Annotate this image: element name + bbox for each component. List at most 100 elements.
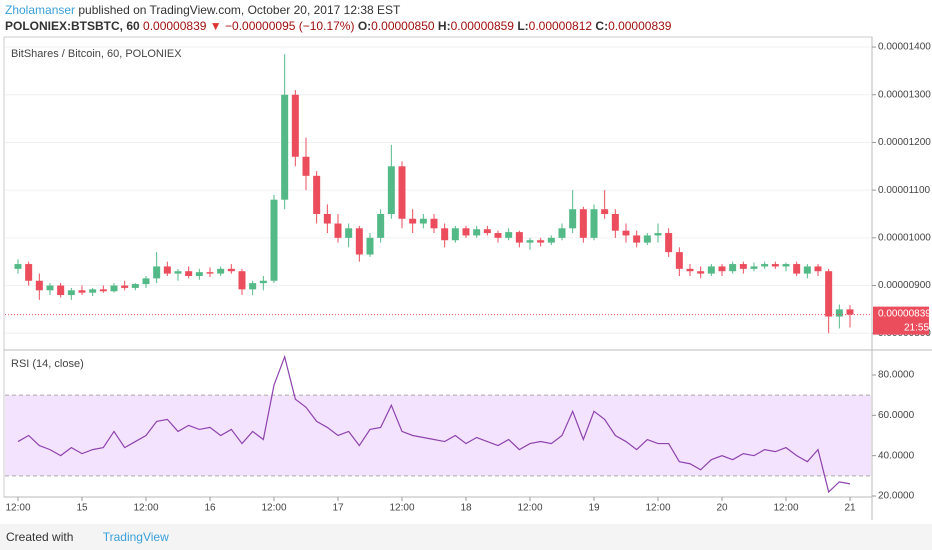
candle-body bbox=[526, 240, 534, 243]
x-tick-label: 17 bbox=[332, 503, 344, 514]
x-tick-label: 12:00 bbox=[645, 503, 670, 514]
candle-body bbox=[131, 284, 139, 288]
candle-body bbox=[174, 271, 182, 274]
y-tick-label: 0.00001100 bbox=[878, 185, 931, 196]
o-label: O: bbox=[357, 19, 372, 33]
l-label: L: bbox=[517, 19, 529, 33]
pane-title: BitShares / Bitcoin, 60, POLONIEX bbox=[11, 48, 182, 60]
rsi-line bbox=[17, 354, 851, 494]
publish-line: Zholamanser published on TradingView.com… bbox=[5, 2, 671, 18]
candle-body bbox=[142, 278, 150, 285]
quote-line: POLONIEX:BTSBTC, 60 0.00000839 ▼ −0.0000… bbox=[5, 18, 671, 34]
candle-body bbox=[579, 209, 587, 238]
last: 0.00000839 bbox=[143, 19, 207, 33]
chart: BitShares / Bitcoin, 60, POLONIEX 0.0000… bbox=[3, 36, 932, 520]
candle-body bbox=[345, 228, 353, 238]
candle-body bbox=[89, 289, 97, 293]
arrow: ▼ bbox=[209, 19, 222, 33]
x-tick-label: 12:00 bbox=[5, 503, 30, 514]
x-tick-label: 18 bbox=[460, 503, 472, 514]
x-tick-label: 15 bbox=[76, 503, 88, 514]
change: −0.00000095 (−10.17%) bbox=[225, 19, 355, 33]
x-tick-label: 16 bbox=[204, 503, 216, 514]
candle-body bbox=[46, 285, 54, 291]
candle-body bbox=[270, 199, 278, 281]
candle-body bbox=[601, 209, 609, 214]
candle-body bbox=[835, 309, 843, 317]
candle-body bbox=[323, 213, 331, 224]
candle-body bbox=[409, 218, 417, 224]
candle-body bbox=[473, 229, 481, 236]
last-price-box bbox=[873, 306, 929, 335]
header: Zholamanser published on TradingView.com… bbox=[5, 2, 671, 34]
x-tick-label: 12:00 bbox=[517, 503, 542, 514]
candle-body bbox=[686, 268, 694, 272]
candle-body bbox=[707, 266, 715, 274]
y-tick-label: 0.00000900 bbox=[878, 280, 931, 291]
candle-body bbox=[259, 280, 267, 284]
pane-title: RSI (14, close) bbox=[11, 358, 84, 370]
h-label: H: bbox=[437, 19, 451, 33]
candle-body bbox=[185, 271, 193, 276]
candle-body bbox=[377, 213, 385, 238]
candle-body bbox=[665, 233, 673, 253]
candle-body bbox=[163, 266, 171, 274]
candle-body bbox=[505, 232, 513, 238]
candle-body bbox=[675, 252, 683, 269]
candle-body bbox=[238, 271, 246, 290]
candle-body bbox=[622, 230, 630, 236]
candle-body bbox=[718, 266, 726, 272]
candle-body bbox=[206, 272, 214, 274]
y-tick-label: 60.0000 bbox=[878, 410, 915, 421]
x-tick-label: 19 bbox=[588, 503, 600, 514]
x-tick-label: 12:00 bbox=[773, 503, 798, 514]
x-tick-label: 12:00 bbox=[133, 503, 158, 514]
candle-body bbox=[366, 237, 374, 255]
candle-body bbox=[121, 285, 129, 288]
candle-body bbox=[569, 209, 577, 229]
candle-body bbox=[654, 233, 662, 236]
candle-body bbox=[825, 271, 833, 317]
created: Created with bbox=[6, 530, 74, 544]
candle-body bbox=[302, 156, 310, 176]
o: 0.00000850 bbox=[371, 19, 435, 33]
candle-body bbox=[793, 264, 801, 274]
candle-body bbox=[697, 271, 705, 274]
y-tick-label: 0.00001400 bbox=[878, 42, 931, 53]
candle-body bbox=[761, 264, 769, 267]
candle-body bbox=[249, 283, 257, 290]
candle-body bbox=[334, 223, 342, 238]
x-tick-label: 12:00 bbox=[261, 503, 286, 514]
candle-body bbox=[782, 264, 790, 267]
candle-body bbox=[14, 264, 22, 269]
symbol: POLONIEX:BTSBTC, 60 bbox=[5, 19, 140, 33]
candle-body bbox=[750, 266, 758, 269]
footer: Created with TradingView bbox=[0, 524, 932, 550]
h: 0.00000859 bbox=[450, 19, 514, 33]
candle-body bbox=[78, 290, 86, 293]
c: 0.00000839 bbox=[608, 19, 672, 33]
x-tick-label: 20 bbox=[716, 503, 728, 514]
candle-body bbox=[441, 228, 449, 241]
countdown: 21:55 bbox=[904, 322, 929, 333]
brand[interactable]: TradingView bbox=[102, 530, 169, 544]
candle-body bbox=[547, 237, 555, 243]
author[interactable]: Zholamanser bbox=[5, 3, 76, 17]
candle-body bbox=[558, 228, 566, 238]
candle-body bbox=[110, 285, 118, 292]
candle-body bbox=[57, 285, 65, 296]
candle-body bbox=[387, 166, 395, 214]
y-tick-label: 40.0000 bbox=[878, 450, 915, 461]
y-tick-label: 0.00001000 bbox=[878, 232, 931, 243]
x-tick-label: 21 bbox=[844, 503, 856, 514]
candle-body bbox=[398, 166, 406, 219]
last-price-label: 0.00000839 bbox=[878, 308, 931, 319]
candle-body bbox=[739, 264, 747, 269]
candle-body bbox=[611, 213, 619, 231]
candle-body bbox=[291, 94, 299, 157]
candle-body bbox=[729, 264, 737, 272]
candle-body bbox=[483, 229, 491, 234]
l: 0.00000812 bbox=[528, 19, 593, 33]
candle-body bbox=[430, 218, 438, 229]
